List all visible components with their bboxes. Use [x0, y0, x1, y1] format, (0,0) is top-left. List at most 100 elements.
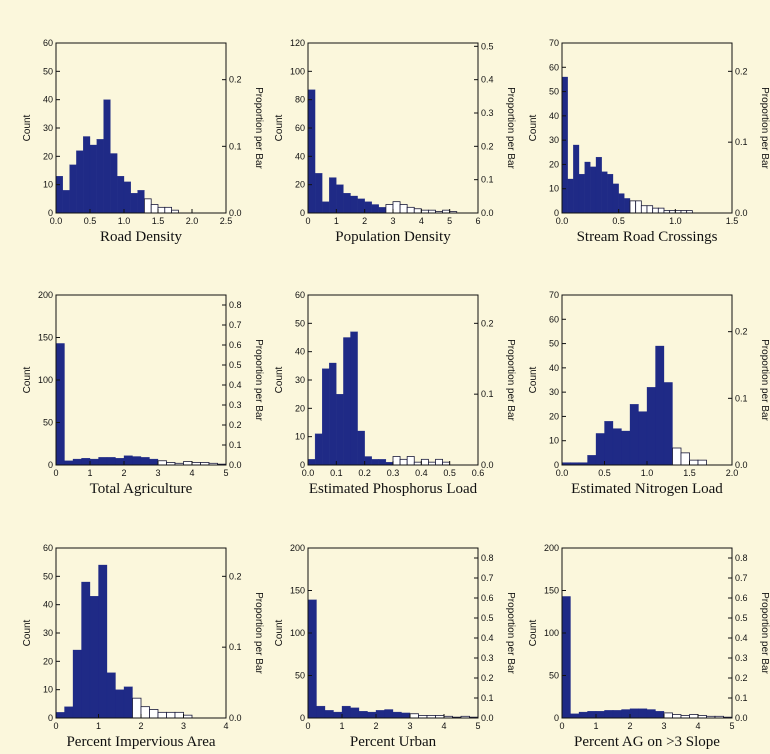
y2-tick-label: 0.3 [481, 653, 494, 663]
plot-frame [561, 42, 733, 214]
histogram-bar [117, 176, 125, 214]
y-tick-label: 50 [295, 318, 305, 328]
y2-tick-label: 0.4 [229, 380, 242, 390]
histogram-bar [333, 711, 343, 719]
histogram-bar [561, 76, 568, 214]
y2-tick-label: 0.2 [481, 673, 494, 683]
histogram-bar [123, 686, 133, 719]
plot-frame [307, 547, 479, 719]
histogram-bar [567, 178, 574, 214]
y-tick-label: 10 [43, 180, 53, 190]
x-tick-label: 0.0 [556, 468, 569, 478]
y2-tick-label: 0.1 [229, 141, 242, 151]
histogram-panel-5: 0.0 0.1 0.2 0.3 0.4 0.5 0.6 0 10 20 30 40 50 60 0.0 0.1… [274, 290, 516, 497]
y-tick-label: 20 [43, 656, 53, 666]
x-tick-label: 1.0 [641, 468, 654, 478]
histogram-bar [401, 712, 411, 719]
y-tick-label: 60 [43, 38, 53, 48]
histogram-bar [601, 171, 608, 214]
histogram-bar [72, 458, 82, 466]
histogram-bar-open [689, 714, 699, 719]
y-tick-label: 50 [549, 671, 559, 681]
histogram-bar [612, 183, 619, 214]
y-tick-label: 40 [43, 95, 53, 105]
y2-tick-label: 0.1 [735, 137, 748, 147]
y-tick-label: 40 [295, 151, 305, 161]
histogram-bar [64, 706, 74, 719]
histogram-bar-open [672, 447, 682, 466]
x-tick-label: 0 [53, 468, 58, 478]
histogram-bar [72, 649, 82, 719]
histogram-bar-open [635, 200, 642, 214]
histogram-bar [314, 173, 323, 214]
histogram-bar [96, 139, 104, 214]
y-tick-label: 20 [295, 180, 305, 190]
y-tick-label: 120 [290, 38, 305, 48]
y-axis-title: Count [528, 619, 539, 646]
y-tick-label: 100 [290, 628, 305, 638]
y-axis-title: Count [274, 619, 285, 646]
y-tick-label: 10 [295, 432, 305, 442]
y-axis-title: Count [274, 366, 285, 393]
histogram-bar [89, 458, 99, 466]
x-tick-label: 5 [729, 721, 734, 731]
histogram-bar [149, 458, 159, 466]
x-tick-label: 6 [475, 216, 480, 226]
x-tick-label: 0.4 [415, 468, 428, 478]
histogram-bar [343, 193, 351, 214]
x-tick-label: 3 [181, 721, 186, 731]
y2-tick-label: 0.2 [735, 327, 748, 337]
y2-tick-label: 0.8 [229, 300, 242, 310]
y-tick-label: 200 [544, 543, 559, 553]
y2-tick-label: 0.2 [229, 571, 242, 581]
y-tick-label: 40 [549, 363, 559, 373]
y2-tick-label: 0.1 [481, 389, 494, 399]
histogram-bar [62, 190, 70, 214]
histogram-bar-open [680, 452, 690, 466]
x-axis-title: Stream Road Crossings [577, 229, 718, 245]
x-tick-label: 2 [627, 721, 632, 731]
y-tick-label: 0 [300, 460, 305, 470]
histogram-bar-open [157, 460, 167, 466]
histogram-bar-open [392, 456, 401, 466]
histogram-bar [595, 711, 605, 719]
y2-tick-label: 0.8 [481, 553, 494, 563]
y-tick-label: 10 [549, 436, 559, 446]
y2-axis-title: Proportion per Bar [253, 592, 264, 674]
histogram-bar-open [166, 711, 176, 719]
histogram-bar-open [174, 711, 184, 719]
histogram-bar [329, 362, 337, 466]
y-tick-label: 50 [43, 571, 53, 581]
y2-axis-title: Proportion per Bar [759, 87, 770, 169]
histogram-panel-4: 0 1 2 3 4 50501001502000.00.10.20.30.40.50.60… [22, 290, 264, 497]
y-tick-label: 50 [43, 66, 53, 76]
y2-axis-title: Proportion per Bar [759, 592, 770, 674]
histogram-bar [69, 164, 77, 214]
histogram-bar [584, 161, 591, 214]
y2-tick-label: 0.0 [229, 713, 242, 723]
histogram-bar [314, 433, 323, 466]
x-axis-title: Percent Urban [350, 734, 437, 749]
y2-tick-label: 0.0 [735, 713, 748, 723]
histogram-bar [357, 198, 365, 214]
histogram-bar [123, 455, 133, 466]
histogram-bar [55, 176, 63, 214]
y2-tick-label: 0.0 [735, 208, 748, 218]
y2-tick-label: 0.2 [481, 141, 494, 151]
y-tick-label: 150 [544, 586, 559, 596]
y2-tick-label: 0.5 [735, 613, 748, 623]
histogram-bar-open [149, 709, 159, 719]
y-tick-label: 20 [295, 403, 305, 413]
histogram-bar [350, 331, 358, 466]
histogram-bar-open [399, 204, 408, 214]
x-tick-label: 2 [121, 468, 126, 478]
y2-tick-label: 0.2 [735, 66, 748, 76]
y-tick-label: 30 [43, 123, 53, 133]
y-tick-label: 0 [48, 713, 53, 723]
histogram-bar-open [406, 456, 415, 466]
y-tick-label: 50 [43, 418, 53, 428]
histogram-bar [115, 458, 125, 466]
histogram-bar [364, 456, 372, 466]
y2-tick-label: 0.1 [735, 393, 748, 403]
